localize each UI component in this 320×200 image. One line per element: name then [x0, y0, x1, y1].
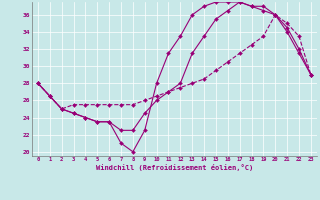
X-axis label: Windchill (Refroidissement éolien,°C): Windchill (Refroidissement éolien,°C)	[96, 164, 253, 171]
